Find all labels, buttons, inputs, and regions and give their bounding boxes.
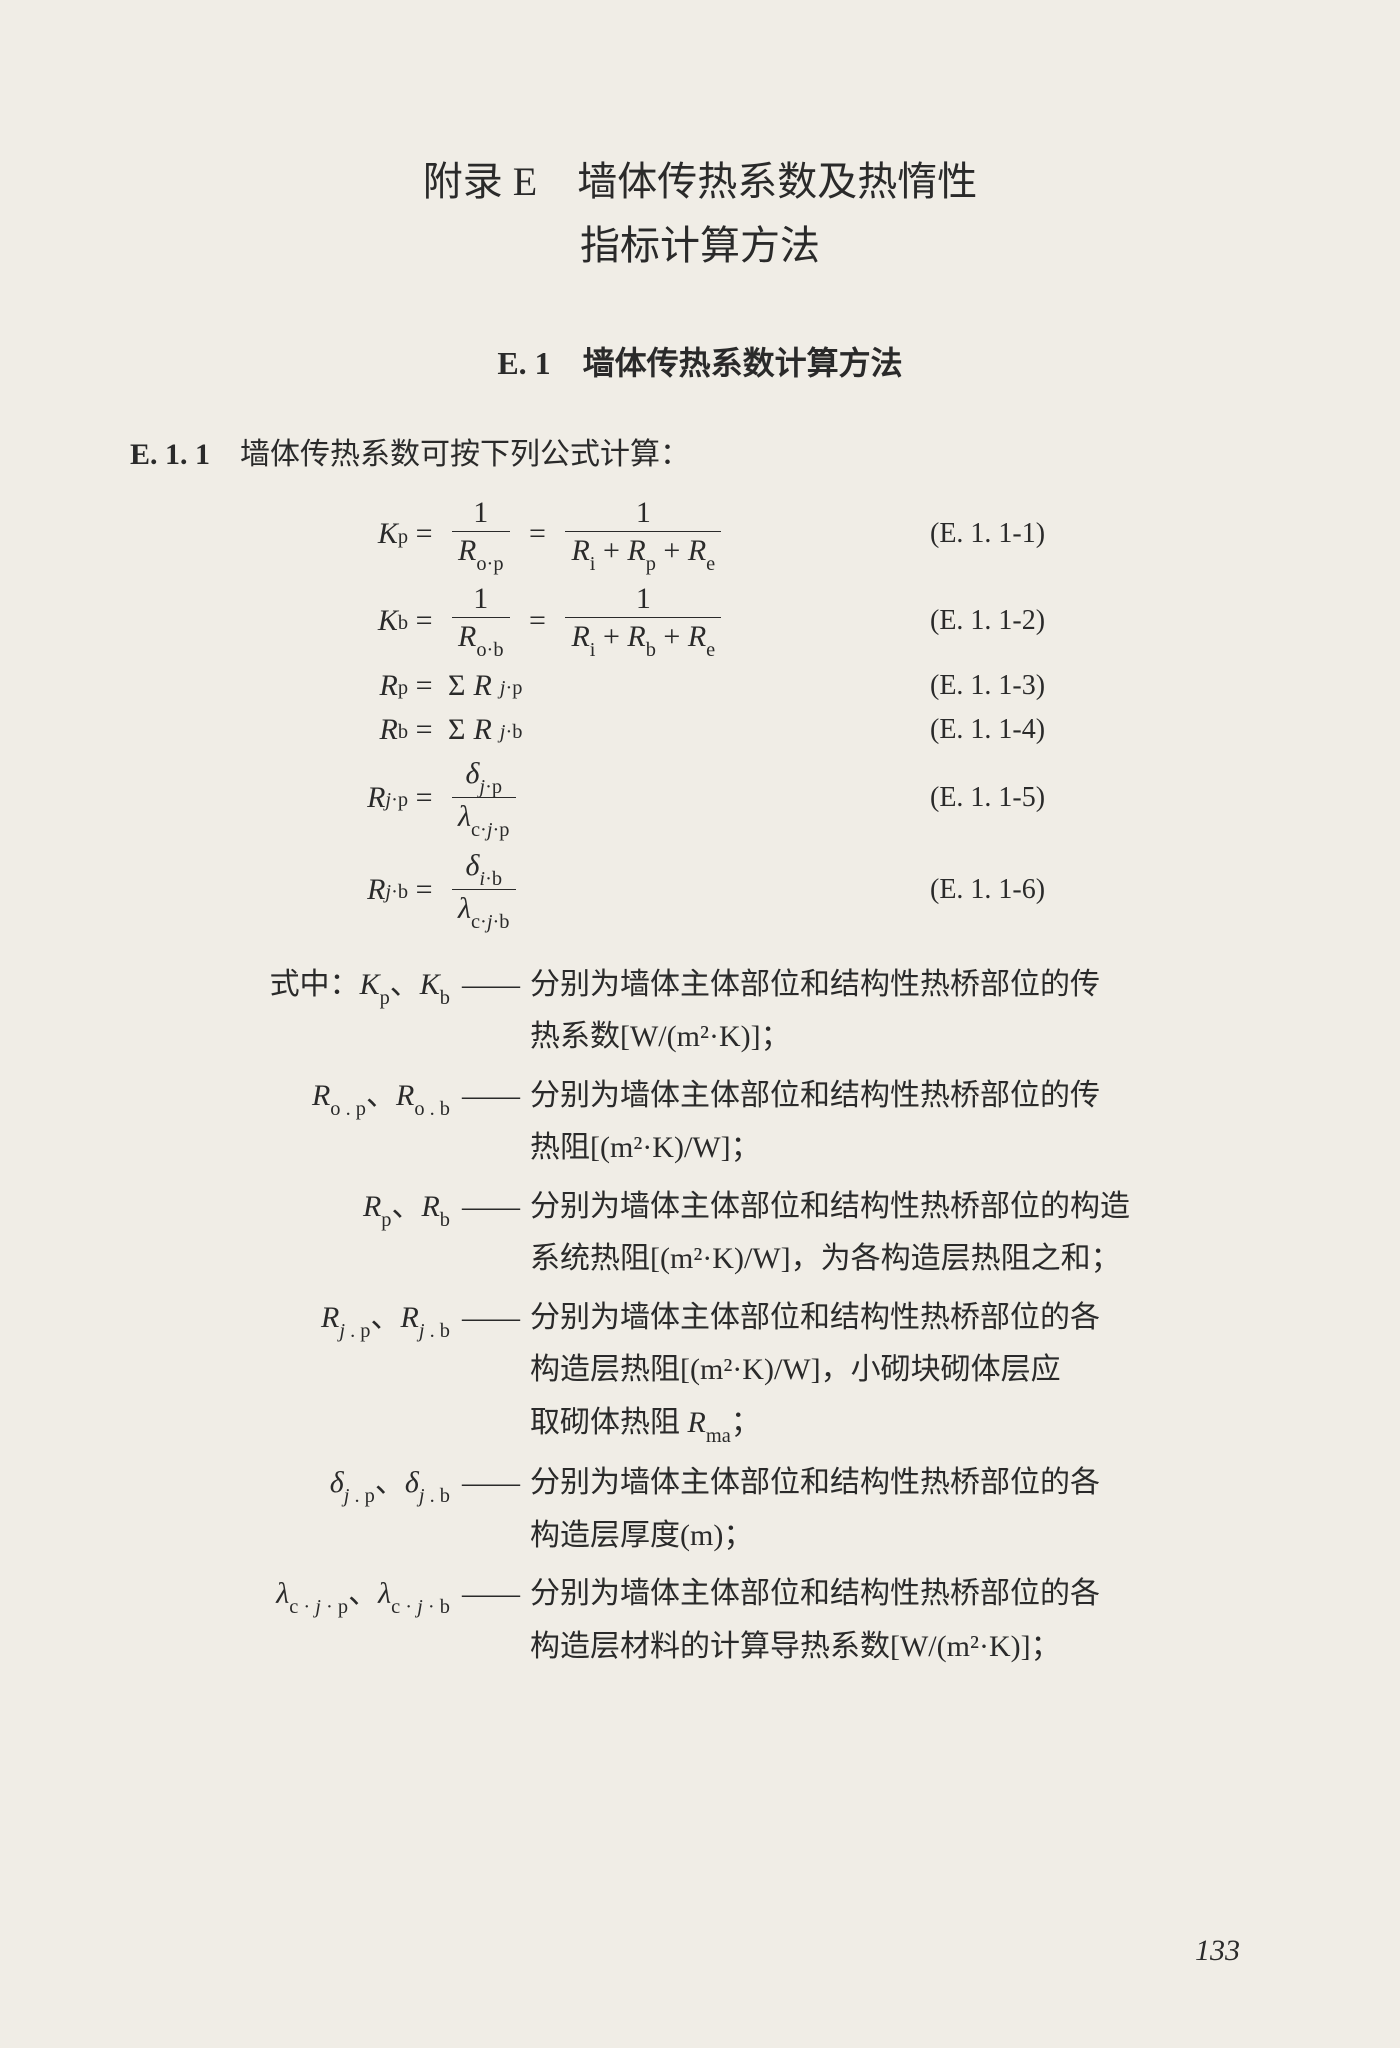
title-line-1: 附录 E 墙体传热系数及热惰性: [130, 150, 1270, 214]
definition-dash: ——: [450, 1070, 530, 1175]
definition-row: 式中：Kp、Kb —— 分别为墙体主体部位和结构性热桥部位的传 热系数[W/(m…: [130, 959, 1270, 1064]
definition-desc: 分别为墙体主体部位和结构性热桥部位的各 构造层热阻[(m²·K)/W]，小砌块砌…: [530, 1292, 1270, 1452]
equation-number: (E. 1. 1-1): [930, 518, 1045, 550]
equation-block: Kp = 1Ro·p = 1Ri + Rp + Re (E. 1. 1-1) K…: [190, 496, 1270, 931]
definition-desc: 分别为墙体主体部位和结构性热桥部位的各 构造层材料的计算导热系数[W/(m²·K…: [530, 1568, 1270, 1673]
definition-row: Ro . p、Ro . b —— 分别为墙体主体部位和结构性热桥部位的传 热阻[…: [130, 1070, 1270, 1175]
equation-number: (E. 1. 1-2): [930, 605, 1045, 637]
equation-number: (E. 1. 1-3): [930, 670, 1045, 702]
clause-text: 墙体传热系数可按下列公式计算：: [210, 438, 690, 471]
equation-row: Kb = 1Ro·b = 1Ri + Rb + Re (E. 1. 1-2): [190, 582, 1270, 658]
equation-number: (E. 1. 1-4): [930, 714, 1045, 746]
equation-row: Rb = ΣRj·b (E. 1. 1-4): [190, 713, 1270, 747]
definition-row: δj . p、δj . b —— 分别为墙体主体部位和结构性热桥部位的各 构造层…: [130, 1457, 1270, 1562]
definition-dash: ——: [450, 1181, 530, 1286]
equation-body: Kp = 1Ro·p = 1Ri + Rp + Re: [190, 496, 930, 572]
equation-body: Kb = 1Ro·b = 1Ri + Rb + Re: [190, 582, 930, 658]
definition-term: 式中：Kp、Kb: [130, 959, 450, 1064]
equation-number: (E. 1. 1-6): [930, 874, 1045, 906]
definition-dash: ——: [450, 959, 530, 1064]
clause-label: E. 1. 1: [130, 438, 210, 471]
definition-term: Rp、Rb: [130, 1181, 450, 1286]
equation-row: Kp = 1Ro·p = 1Ri + Rp + Re (E. 1. 1-1): [190, 496, 1270, 572]
where-label: 式中：: [270, 968, 360, 1001]
definition-dash: ——: [450, 1457, 530, 1562]
equation-body: Rj·b = δi·b λc·j·b: [190, 849, 930, 931]
definition-row: Rj . p、Rj . b —— 分别为墙体主体部位和结构性热桥部位的各 构造层…: [130, 1292, 1270, 1452]
definition-desc: 分别为墙体主体部位和结构性热桥部位的传 热系数[W/(m²·K)]；: [530, 959, 1270, 1064]
equation-row: Rp = ΣRj·p (E. 1. 1-3): [190, 669, 1270, 703]
document-page: 附录 E 墙体传热系数及热惰性 指标计算方法 E. 1 墙体传热系数计算方法 E…: [0, 0, 1400, 1739]
definition-desc: 分别为墙体主体部位和结构性热桥部位的各 构造层厚度(m)；: [530, 1457, 1270, 1562]
equation-row: Rj·b = δi·b λc·j·b (E. 1. 1-6): [190, 849, 1270, 931]
definition-term: δj . p、δj . b: [130, 1457, 450, 1562]
definition-desc: 分别为墙体主体部位和结构性热桥部位的构造 系统热阻[(m²·K)/W]，为各构造…: [530, 1181, 1270, 1286]
page-number: 133: [1195, 1934, 1240, 1968]
definition-term: Rj . p、Rj . b: [130, 1292, 450, 1452]
title-line-2: 指标计算方法: [130, 214, 1270, 278]
definition-term: Ro . p、Ro . b: [130, 1070, 450, 1175]
definition-dash: ——: [450, 1292, 530, 1452]
equation-row: Rj·p = δj·p λc·j·p (E. 1. 1-5): [190, 757, 1270, 839]
definition-row: Rp、Rb —— 分别为墙体主体部位和结构性热桥部位的构造 系统热阻[(m²·K…: [130, 1181, 1270, 1286]
definition-row: λc · j · p、λc · j · b —— 分别为墙体主体部位和结构性热桥…: [130, 1568, 1270, 1673]
clause-intro: E. 1. 1 墙体传热系数可按下列公式计算：: [130, 428, 1270, 482]
definition-dash: ——: [450, 1568, 530, 1673]
where-definitions: 式中：Kp、Kb —— 分别为墙体主体部位和结构性热桥部位的传 热系数[W/(m…: [130, 959, 1270, 1674]
equation-number: (E. 1. 1-5): [930, 782, 1045, 814]
definition-term: λc · j · p、λc · j · b: [130, 1568, 450, 1673]
appendix-title: 附录 E 墙体传热系数及热惰性 指标计算方法: [130, 150, 1270, 278]
equation-body: Rj·p = δj·p λc·j·p: [190, 757, 930, 839]
equation-body: Rp = ΣRj·p: [190, 669, 930, 703]
definition-desc: 分别为墙体主体部位和结构性热桥部位的传 热阻[(m²·K)/W]；: [530, 1070, 1270, 1175]
equation-body: Rb = ΣRj·b: [190, 713, 930, 747]
section-heading: E. 1 墙体传热系数计算方法: [130, 338, 1270, 384]
